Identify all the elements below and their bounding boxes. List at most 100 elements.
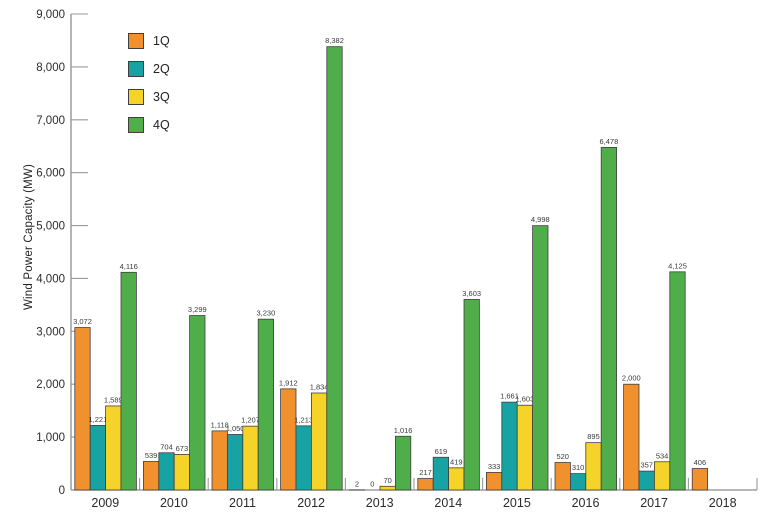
bar-value-2015-2q: 1,661: [500, 392, 519, 401]
x-category-label: 2012: [297, 496, 325, 510]
bar-2016-3q: [585, 442, 602, 491]
legend-label-4q: 4Q: [153, 118, 170, 132]
bar-value-2015-3q: 1,603: [516, 395, 535, 404]
y-tick-label: 7,000: [36, 115, 65, 127]
bar-2014-3q: [448, 467, 465, 491]
bar-2010-2q: [158, 452, 175, 491]
y-tick-label: 9,000: [36, 9, 65, 21]
bar-value-2010-1q: 539: [145, 451, 158, 460]
bar-2010-3q: [173, 454, 190, 491]
bar-value-2009-4q: 4,116: [120, 262, 138, 271]
bar-value-2017-2q: 357: [640, 461, 653, 470]
bar-value-2012-2q: 1,213: [294, 415, 313, 424]
bar-2011-3q: [242, 425, 259, 491]
x-category-label: 2013: [366, 496, 394, 510]
bar-2014-1q: [417, 478, 434, 491]
legend-label-2q: 2Q: [153, 62, 170, 76]
legend-item-4q: 4Q: [128, 117, 170, 133]
legend: 1Q 2Q 3Q 4Q: [128, 33, 170, 145]
bar-2017-3q: [654, 461, 671, 491]
bar-2018-1q: [691, 468, 709, 491]
legend-item-2q: 2Q: [128, 61, 170, 77]
x-category-label: 2009: [91, 496, 119, 510]
bar-value-2017-3q: 534: [656, 451, 669, 460]
bar-2015-2q: [501, 401, 518, 491]
bar-value-2016-3q: 895: [587, 432, 600, 441]
bar-value-2013-3q: 70: [384, 476, 392, 485]
x-category-label: 2017: [640, 496, 668, 510]
bar-2009-3q: [105, 405, 122, 491]
bar-value-2016-4q: 6,478: [600, 137, 619, 146]
y-tick-label: 1,000: [36, 432, 65, 444]
bar-value-2013-2q: 0: [370, 480, 374, 489]
bar-2014-2q: [432, 456, 450, 491]
bar-2015-1q: [485, 471, 503, 491]
x-category-label: 2015: [503, 496, 531, 510]
y-tick-label: 6,000: [36, 168, 65, 180]
bar-value-2012-4q: 8,382: [325, 36, 344, 45]
bar-2014-4q: [463, 299, 480, 491]
bar-2012-3q: [310, 392, 328, 491]
bar-2017-4q: [669, 271, 686, 491]
bar-2013-4q: [394, 435, 412, 491]
legend-swatch-1q: [128, 33, 144, 49]
x-category-label: 2011: [229, 496, 256, 510]
bar-value-2010-4q: 3,299: [188, 305, 207, 314]
bar-value-2011-3q: 1,207: [241, 416, 260, 425]
bar-value-2013-1q: 2: [355, 479, 359, 488]
bar-value-2009-2q: 1,221: [89, 415, 108, 424]
y-tick-label: 5,000: [36, 221, 65, 233]
bar-value-2018-1q: 406: [694, 458, 707, 467]
legend-label-1q: 1Q: [153, 34, 170, 48]
bar-value-2016-2q: 310: [572, 463, 585, 472]
bar-2016-1q: [554, 462, 571, 491]
bar-2011-4q: [257, 318, 275, 491]
bar-2011-2q: [226, 434, 244, 491]
x-category-label: 2016: [572, 496, 600, 510]
y-tick-label: 3,000: [36, 326, 65, 338]
bar-2009-1q: [74, 327, 91, 491]
bar-value-2016-1q: 520: [556, 452, 569, 461]
bar-2010-4q: [189, 315, 206, 491]
legend-swatch-4q: [128, 117, 144, 133]
bar-value-2017-4q: 4,125: [668, 261, 687, 270]
legend-label-3q: 3Q: [153, 90, 170, 104]
bar-2009-2q: [89, 425, 106, 491]
bar-2016-2q: [570, 473, 587, 491]
y-tick-label: 2,000: [36, 379, 65, 391]
x-category-label: 2010: [160, 496, 188, 510]
x-category-label: 2014: [434, 496, 462, 510]
y-tick-label: 4,000: [36, 273, 65, 285]
bar-value-2010-3q: 673: [176, 444, 189, 453]
bar-value-2014-1q: 217: [419, 468, 432, 477]
y-tick-label: 0: [59, 485, 65, 497]
y-tick-label: 8,000: [36, 62, 65, 74]
bar-2017-2q: [638, 470, 655, 491]
bar-2011-1q: [211, 430, 228, 491]
bar-2016-4q: [600, 146, 618, 491]
bar-value-2011-4q: 3,230: [257, 309, 276, 318]
bar-value-2014-3q: 419: [450, 457, 463, 466]
bar-value-2012-1q: 1,912: [279, 378, 298, 387]
bar-2009-4q: [120, 271, 137, 491]
bar-value-2015-4q: 4,998: [531, 215, 550, 224]
bar-2012-4q: [326, 46, 343, 491]
legend-item-1q: 1Q: [128, 33, 170, 49]
bar-value-2009-3q: 1,589: [104, 395, 123, 404]
bar-2017-1q: [623, 383, 640, 491]
bar-2012-2q: [295, 425, 312, 491]
bar-value-2013-4q: 1,016: [394, 426, 413, 435]
bar-value-2011-1q: 1,118: [211, 420, 229, 429]
bar-value-2012-3q: 1,834: [310, 383, 329, 392]
legend-swatch-3q: [128, 89, 144, 105]
bar-2015-3q: [516, 404, 534, 491]
bar-value-2010-2q: 704: [160, 442, 173, 451]
bar-value-2014-4q: 3,603: [462, 289, 481, 298]
bar-value-2011-2q: 1,050: [226, 424, 245, 433]
bar-2013-3q: [379, 485, 396, 491]
bar-value-2009-1q: 3,072: [73, 317, 92, 326]
bar-2010-1q: [142, 461, 160, 491]
bar-value-2017-1q: 2,000: [622, 374, 641, 383]
